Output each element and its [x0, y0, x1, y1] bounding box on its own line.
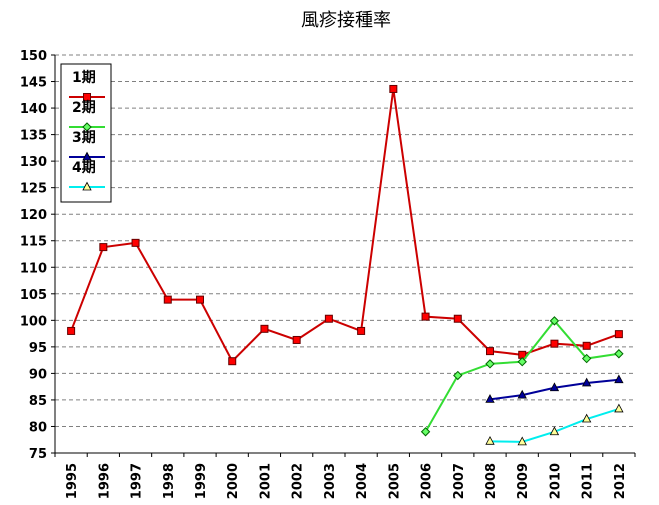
series-4 — [485, 403, 624, 446]
x-tick-label: 1997 — [130, 463, 145, 499]
x-tick-label: 2007 — [452, 463, 467, 499]
data-point — [324, 314, 333, 323]
y-tick-label: 100 — [20, 314, 47, 329]
legend-marker — [82, 122, 92, 132]
y-tick-label: 75 — [29, 447, 47, 462]
y-tick-label: 85 — [29, 394, 47, 409]
data-point — [582, 377, 592, 387]
series-lines — [67, 84, 624, 446]
data-point — [549, 316, 560, 326]
data-point — [549, 382, 560, 392]
y-tick-label: 125 — [20, 182, 47, 197]
data-point — [389, 84, 398, 93]
y-tick-label: 95 — [29, 341, 47, 356]
y-tick-labels: 75 80 85 90 95 100 105 110 115 120 125 130 135 140 145… — [20, 49, 47, 462]
y-tick-label: 145 — [20, 76, 47, 91]
data-point — [453, 314, 462, 323]
x-tick-label: 2000 — [226, 463, 241, 499]
data-point — [292, 335, 301, 344]
data-point — [420, 427, 431, 437]
data-point — [163, 295, 172, 304]
axes — [51, 54, 636, 457]
data-point — [614, 403, 624, 413]
legend-marker — [83, 93, 91, 101]
data-point — [485, 359, 495, 369]
y-tick-label: 110 — [20, 261, 47, 276]
legend-marker — [82, 181, 92, 191]
x-tick-label: 2004 — [355, 463, 370, 499]
x-tick-label: 2010 — [548, 463, 563, 499]
x-tick-label: 2005 — [387, 463, 402, 499]
y-tick-label: 130 — [20, 155, 47, 170]
chart-title: 風疹接種率 — [301, 10, 391, 31]
data-point — [550, 339, 559, 348]
grid-lines — [55, 54, 635, 427]
data-point — [517, 436, 527, 446]
data-point — [581, 353, 592, 364]
x-tick-label: 1995 — [65, 463, 80, 499]
x-tick-label: 2011 — [581, 463, 596, 499]
data-point — [196, 295, 204, 304]
x-tick-label: 2012 — [613, 463, 628, 499]
data-point — [485, 394, 495, 403]
legend-label: 3期 — [72, 130, 96, 146]
data-point — [99, 243, 108, 252]
x-tick-label: 2002 — [291, 463, 306, 499]
series-line — [489, 408, 620, 443]
data-point — [614, 330, 623, 339]
data-point — [67, 326, 76, 335]
x-tick-label: 2003 — [323, 463, 338, 499]
y-tick-label: 105 — [20, 288, 47, 303]
data-point — [357, 326, 366, 335]
x-tick-label: 2009 — [516, 463, 531, 499]
legend-marker — [82, 151, 92, 161]
y-tick-label: 150 — [20, 49, 47, 64]
series-line — [70, 88, 620, 363]
y-tick-label: 120 — [20, 208, 47, 223]
data-point — [228, 357, 237, 366]
data-point — [549, 426, 560, 436]
legend: 1期 2期 3期 4期 — [60, 63, 112, 203]
legend-label: 1期 — [72, 70, 96, 86]
data-point — [131, 238, 140, 247]
y-tick-label: 135 — [20, 129, 47, 144]
x-tick-label: 2001 — [258, 463, 273, 499]
x-tick-label: 1998 — [162, 463, 177, 499]
data-point — [486, 347, 494, 356]
data-point — [260, 324, 269, 333]
legend-box — [60, 63, 112, 203]
x-tick-label: 2008 — [484, 463, 499, 499]
data-point — [517, 357, 527, 367]
y-tick-label: 90 — [29, 367, 47, 382]
data-point — [485, 435, 495, 445]
series-2 — [420, 316, 624, 437]
data-point — [517, 389, 527, 399]
x-tick-label: 1999 — [194, 463, 209, 499]
y-tick-label: 115 — [20, 235, 47, 250]
legend-label: 4期 — [72, 160, 96, 176]
y-tick-label: 80 — [29, 420, 47, 435]
data-point — [453, 370, 463, 381]
data-point — [614, 349, 624, 359]
legend-label: 2期 — [72, 100, 96, 116]
data-point — [582, 341, 591, 350]
x-tick-label: 2006 — [420, 463, 435, 499]
data-point — [582, 413, 592, 423]
data-point — [614, 374, 624, 384]
x-tick-labels: 1995 1996 1997 1998 1999 2000 2001 2002 2003 2004… — [65, 463, 628, 499]
x-tick-label: 1996 — [97, 463, 112, 499]
data-point — [421, 312, 430, 321]
series-1 — [67, 84, 623, 366]
series-3 — [485, 374, 624, 403]
y-tick-label: 140 — [20, 102, 47, 117]
